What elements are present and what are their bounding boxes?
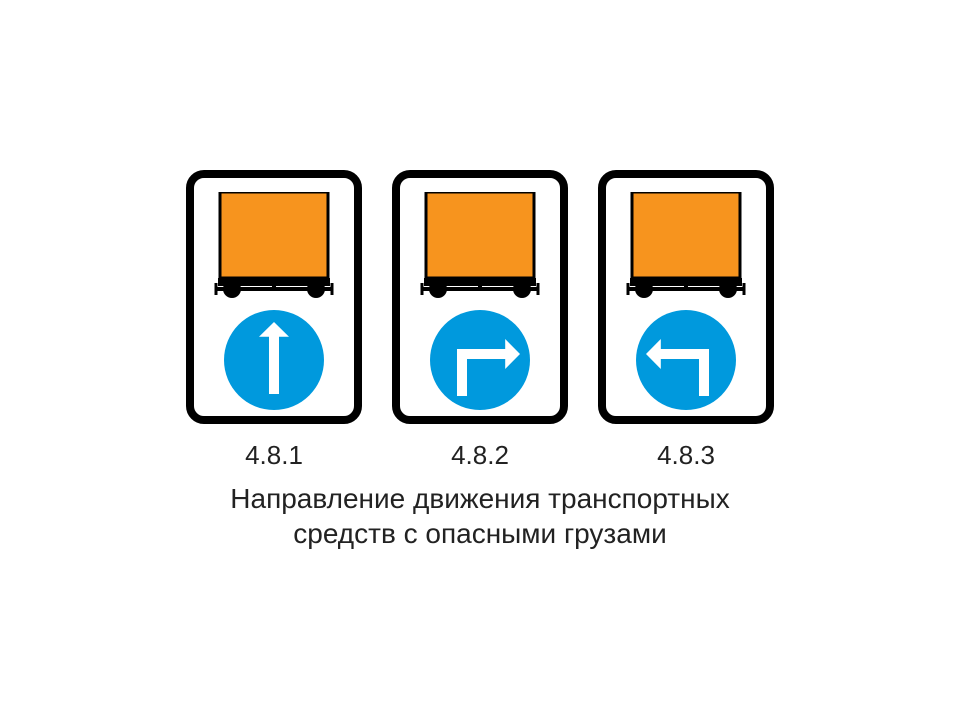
sign-panel [186,170,362,424]
caption-line-1: Направление движения транспортных [230,481,729,516]
caption-line-2: средств с опасными грузами [230,516,729,551]
sign-code: 4.8.1 [245,440,303,471]
caption: Направление движения транспортных средст… [230,481,729,551]
sign-code: 4.8.2 [451,440,509,471]
sign-panel [392,170,568,424]
sign-panel [598,170,774,424]
sign-code: 4.8.3 [657,440,715,471]
mandatory-direction-icon [430,310,530,410]
mandatory-direction-icon [636,310,736,410]
sign-column: 4.8.2 [392,170,568,471]
mandatory-direction-icon [224,310,324,410]
truck-icon [616,192,756,310]
sign-column: 4.8.1 [186,170,362,471]
truck-icon [204,192,344,310]
truck-icon [410,192,550,310]
sign-column: 4.8.3 [598,170,774,471]
signs-row: 4.8.1 4.8.2 4.8.3 [186,170,774,471]
